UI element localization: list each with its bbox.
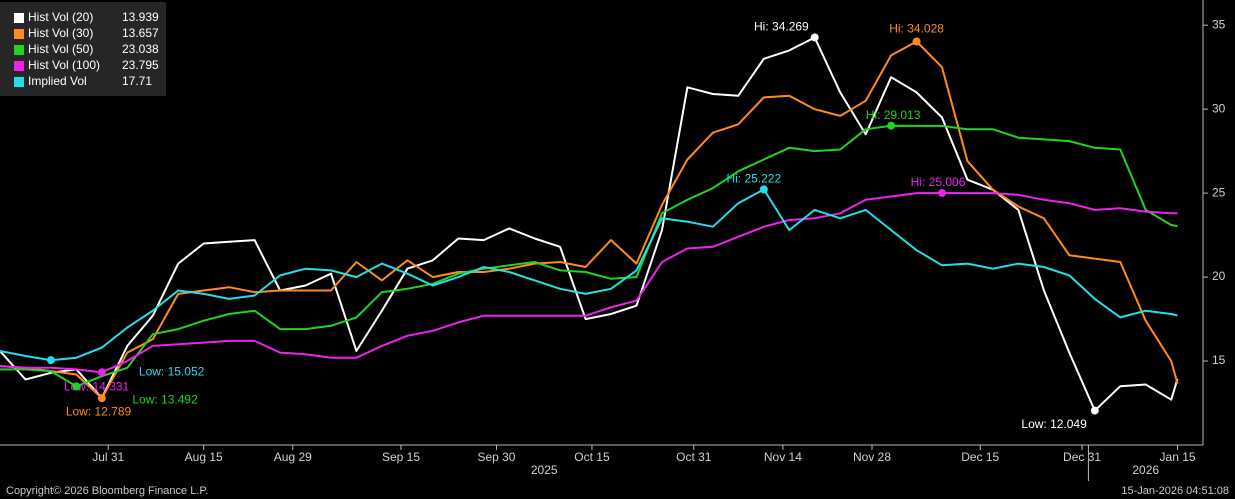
series-line	[0, 188, 1178, 362]
extreme-marker	[887, 121, 896, 130]
legend-swatch	[14, 61, 24, 71]
legend-swatch	[14, 29, 24, 39]
legend-value: 13.939	[122, 10, 159, 24]
y-tick-label: 20	[1212, 269, 1226, 283]
year-label: 2026	[1132, 463, 1159, 477]
legend-name: Hist Vol (30)	[28, 26, 93, 40]
series-line	[0, 192, 1178, 374]
legend-name: Hist Vol (20)	[28, 10, 93, 24]
y-tick-label: 15	[1212, 353, 1226, 367]
legend-value: 23.795	[122, 58, 159, 72]
legend-swatch	[14, 77, 24, 87]
extreme-label: Low: 13.492	[132, 393, 198, 407]
extreme-label: Low: 12.789	[66, 404, 132, 418]
x-tick-label: Dec 31	[1063, 450, 1101, 464]
extreme-label: Low: 15.052	[139, 364, 205, 378]
extreme-marker	[938, 189, 947, 198]
extreme-marker	[97, 368, 106, 377]
extreme-label: Hi: 34.269	[754, 20, 809, 34]
extreme-label: Hi: 29.013	[866, 108, 921, 122]
x-tick-label: Sep 30	[477, 450, 515, 464]
x-tick-label: Oct 15	[574, 450, 610, 464]
y-tick-label: 30	[1212, 101, 1226, 115]
legend-value: 13.657	[122, 26, 159, 40]
legend-value: 23.038	[122, 42, 159, 56]
x-tick-label: Oct 31	[676, 450, 712, 464]
extreme-marker	[810, 33, 819, 42]
y-tick-label: 35	[1212, 17, 1226, 31]
extreme-label: Low: 12.049	[1021, 417, 1087, 431]
legend-name: Hist Vol (100)	[28, 58, 100, 72]
extreme-label: Low: 14.331	[64, 379, 130, 393]
legend-value: 17.71	[122, 74, 152, 88]
x-tick-label: Jan 15	[1160, 450, 1196, 464]
extreme-marker	[46, 356, 55, 365]
extreme-label: Hi: 34.028	[889, 22, 944, 36]
legend-name: Implied Vol	[28, 74, 87, 88]
legend-swatch	[14, 45, 24, 55]
extreme-label: Hi: 25.006	[911, 175, 966, 189]
extreme-marker	[97, 394, 106, 403]
legend-name: Hist Vol (50)	[28, 42, 93, 56]
timestamp: 15-Jan-2026 04:51:08	[1121, 485, 1229, 497]
extreme-marker	[72, 382, 81, 391]
x-tick-label: Aug 29	[274, 450, 312, 464]
x-tick-label: Dec 15	[961, 450, 999, 464]
x-tick-label: Aug 15	[185, 450, 223, 464]
x-tick-label: Sep 15	[382, 450, 420, 464]
extreme-marker	[1090, 406, 1099, 415]
x-tick-label: Nov 28	[853, 450, 891, 464]
x-tick-label: Nov 14	[764, 450, 802, 464]
legend-swatch	[14, 13, 24, 23]
extreme-label: Hi: 25.222	[726, 172, 781, 186]
extreme-marker	[759, 185, 768, 194]
x-tick-label: Jul 31	[92, 450, 124, 464]
year-label: 2025	[531, 463, 558, 477]
legend-box	[0, 2, 166, 96]
extreme-marker	[912, 37, 921, 46]
y-tick-label: 25	[1212, 185, 1226, 199]
series-line	[0, 124, 1178, 388]
copyright: Copyright© 2026 Bloomberg Finance L.P.	[6, 485, 208, 497]
legend: Hist Vol (20) 13.939 Hist Vol (30) 13.657 Hi…	[0, 2, 166, 96]
